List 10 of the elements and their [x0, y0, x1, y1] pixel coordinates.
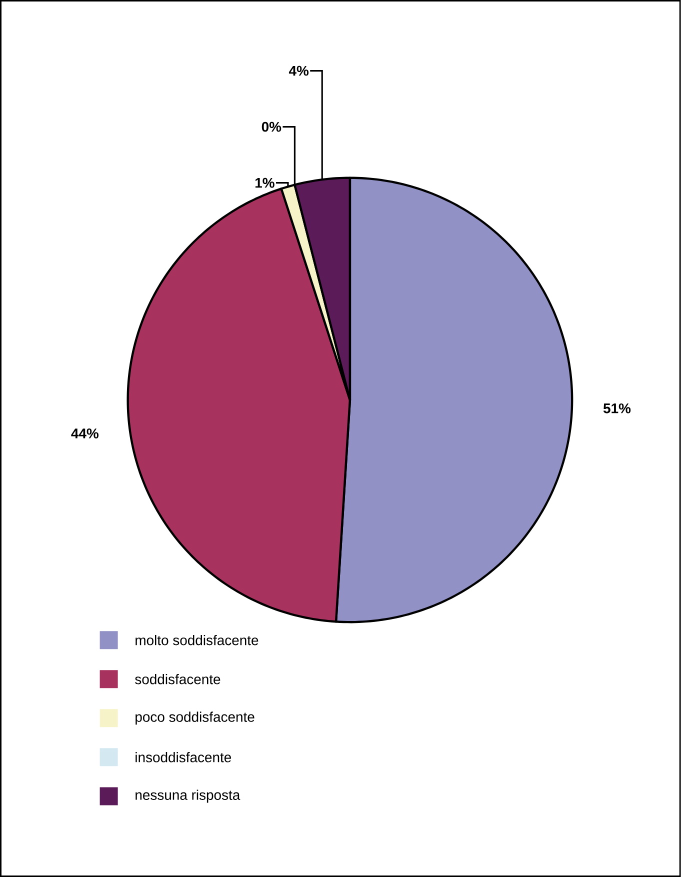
- legend-label: molto soddisfacente: [136, 634, 258, 646]
- data-label: 51%: [604, 403, 631, 414]
- legend-label: nessuna risposta: [136, 790, 240, 803]
- legend-label: poco soddisfacente: [136, 712, 254, 725]
- data-label: 4%: [289, 66, 309, 76]
- legend-label: soddisfacente: [135, 674, 220, 684]
- data-label: 44%: [71, 428, 99, 438]
- data-label: 1%: [256, 178, 274, 188]
- text: 0%: [262, 122, 282, 132]
- legend-label: insoddisfacente: [136, 752, 232, 762]
